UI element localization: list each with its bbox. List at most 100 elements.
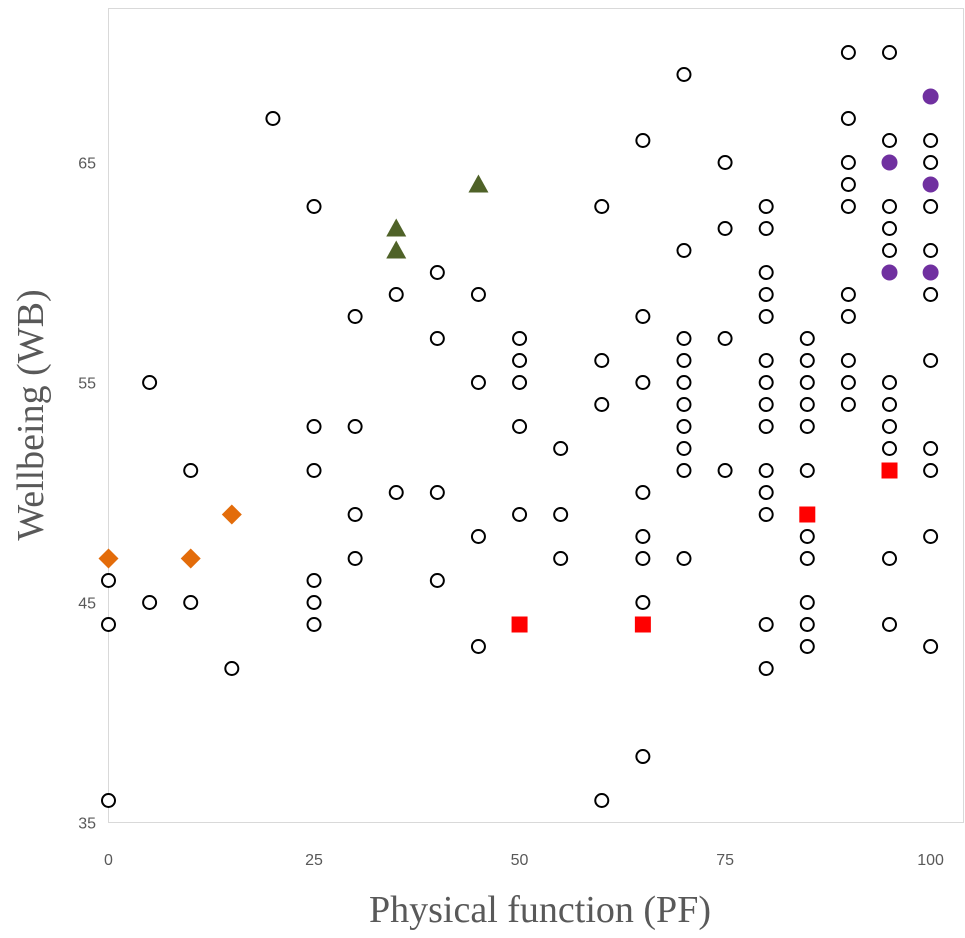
data-point-open-circle — [347, 507, 363, 522]
data-point-open-circle — [799, 419, 815, 434]
data-point-filled-circle — [922, 88, 939, 105]
data-point-diamond — [98, 548, 119, 569]
data-point-open-circle — [676, 67, 692, 82]
plot-frame — [108, 8, 964, 823]
data-point-open-circle — [840, 397, 856, 412]
data-point-open-circle — [306, 617, 322, 632]
data-point-open-circle — [594, 397, 610, 412]
data-point-open-circle — [799, 595, 815, 610]
data-point-open-circle — [676, 353, 692, 368]
data-point-open-circle — [717, 221, 733, 236]
data-point-open-circle — [758, 375, 774, 390]
data-point-triangle — [386, 240, 407, 259]
x-tick-label: 75 — [716, 852, 734, 869]
data-point-open-circle — [882, 419, 898, 434]
data-point-open-circle — [142, 375, 158, 390]
data-point-open-circle — [142, 595, 158, 610]
data-point-open-circle — [717, 331, 733, 346]
data-point-open-circle — [758, 287, 774, 302]
data-point-open-circle — [512, 375, 528, 390]
x-axis-title: Physical function (PF) — [369, 889, 711, 931]
y-tick-label: 35 — [78, 816, 96, 833]
data-point-open-circle — [347, 309, 363, 324]
data-point-open-circle — [840, 199, 856, 214]
data-point-open-circle — [758, 507, 774, 522]
data-point-open-circle — [882, 375, 898, 390]
data-point-square — [511, 616, 528, 633]
data-point-open-circle — [347, 419, 363, 434]
data-point-open-circle — [676, 397, 692, 412]
data-point-square — [799, 506, 816, 523]
data-point-open-circle — [799, 375, 815, 390]
y-tick-label: 55 — [78, 376, 96, 393]
data-point-open-circle — [224, 661, 240, 676]
data-point-open-circle — [101, 793, 116, 808]
data-point-open-circle — [635, 551, 651, 566]
data-point-open-circle — [183, 463, 199, 478]
data-point-open-circle — [101, 617, 116, 632]
data-point-open-circle — [429, 485, 445, 500]
data-point-open-circle — [758, 463, 774, 478]
data-point-open-circle — [758, 397, 774, 412]
data-point-open-circle — [470, 529, 486, 544]
data-point-open-circle — [306, 419, 322, 434]
data-point-open-circle — [306, 199, 322, 214]
data-point-open-circle — [429, 331, 445, 346]
x-tick-label: 50 — [511, 852, 529, 869]
data-point-open-circle — [676, 551, 692, 566]
data-point-open-circle — [882, 199, 898, 214]
data-point-open-circle — [388, 287, 404, 302]
data-point-open-circle — [553, 441, 569, 456]
data-point-filled-circle — [881, 264, 898, 281]
data-point-open-circle — [882, 243, 898, 258]
data-point-open-circle — [635, 485, 651, 500]
data-point-open-circle — [882, 551, 898, 566]
data-points — [98, 45, 939, 808]
data-point-open-circle — [347, 551, 363, 566]
data-point-open-circle — [758, 199, 774, 214]
data-point-open-circle — [758, 221, 774, 236]
data-point-open-circle — [840, 155, 856, 170]
data-point-open-circle — [758, 309, 774, 324]
data-point-open-circle — [923, 133, 939, 148]
data-point-open-circle — [840, 111, 856, 126]
data-point-open-circle — [923, 463, 939, 478]
data-point-open-circle — [594, 793, 610, 808]
data-point-open-circle — [882, 221, 898, 236]
data-point-open-circle — [676, 419, 692, 434]
x-tick-label: 25 — [305, 852, 323, 869]
data-point-open-circle — [882, 617, 898, 632]
data-point-open-circle — [635, 375, 651, 390]
data-point-open-circle — [799, 617, 815, 632]
data-point-open-circle — [882, 45, 898, 60]
data-point-open-circle — [799, 463, 815, 478]
data-point-diamond — [221, 504, 242, 525]
y-tick-labels: 35 45 55 65 — [78, 156, 96, 833]
data-point-open-circle — [512, 331, 528, 346]
data-point-open-circle — [840, 177, 856, 192]
data-point-open-circle — [758, 265, 774, 280]
data-point-filled-circle — [881, 154, 898, 171]
data-point-open-circle — [183, 595, 199, 610]
data-point-open-circle — [676, 331, 692, 346]
x-tick-labels: 0 25 50 75 100 — [104, 852, 944, 869]
data-point-open-circle — [512, 507, 528, 522]
data-point-open-circle — [470, 639, 486, 654]
data-point-open-circle — [594, 353, 610, 368]
x-tick-label: 0 — [104, 852, 113, 869]
data-point-open-circle — [306, 595, 322, 610]
data-point-open-circle — [758, 485, 774, 500]
data-point-open-circle — [676, 375, 692, 390]
y-tick-label: 65 — [78, 156, 96, 173]
data-point-open-circle — [799, 639, 815, 654]
data-point-square — [634, 616, 651, 633]
data-point-open-circle — [799, 353, 815, 368]
data-point-open-circle — [882, 441, 898, 456]
data-point-open-circle — [265, 111, 281, 126]
data-point-open-circle — [429, 573, 445, 588]
data-point-open-circle — [553, 507, 569, 522]
data-point-open-circle — [635, 595, 651, 610]
data-point-open-circle — [923, 353, 939, 368]
data-point-open-circle — [594, 199, 610, 214]
